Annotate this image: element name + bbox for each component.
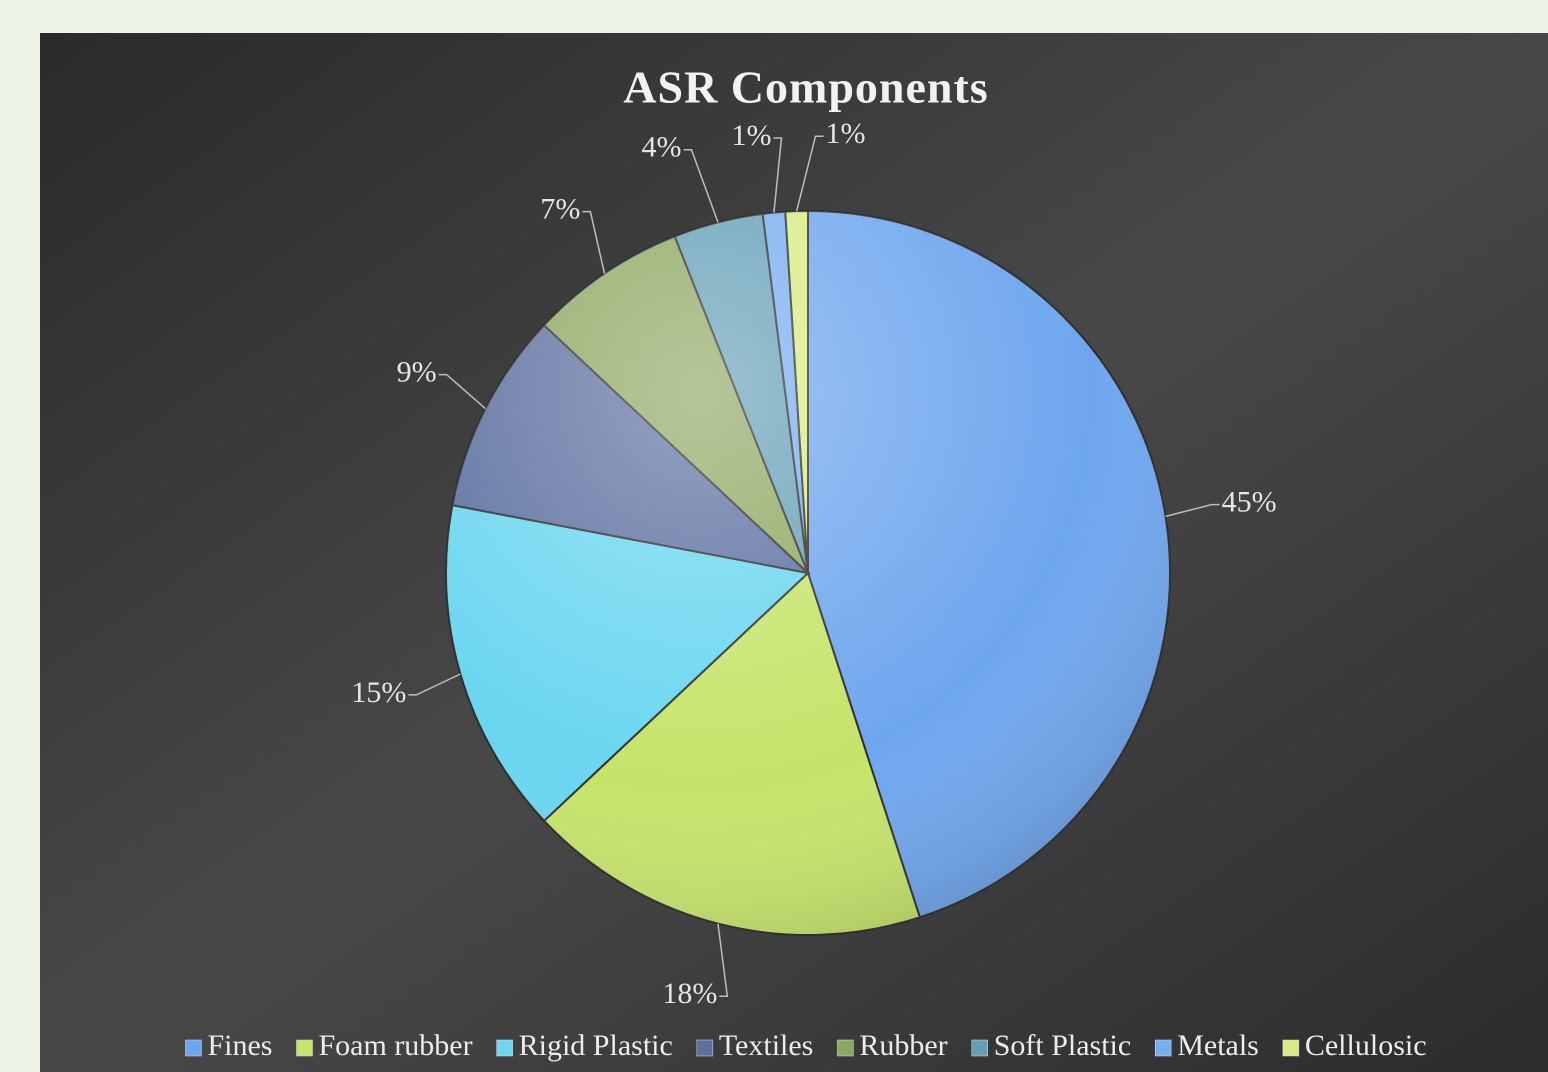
legend-swatch xyxy=(696,1039,714,1057)
leader-line xyxy=(795,135,824,212)
data-label: 7% xyxy=(540,192,580,225)
leader-line xyxy=(717,923,729,998)
legend-swatch xyxy=(496,1039,513,1057)
leader-line xyxy=(773,137,783,213)
leader-line xyxy=(582,210,606,274)
pie xyxy=(445,209,1171,936)
legend: Fines Foam rubber Rigid Plastic Textiles Rub… xyxy=(185,1029,1427,1062)
data-labels: 45% 18% 15% 9% 7% 4% 1% 1% xyxy=(351,117,1276,1010)
data-label: 9% xyxy=(397,355,437,388)
legend-label: Foam rubber xyxy=(318,1029,472,1062)
legend-label: Rigid Plastic xyxy=(519,1029,673,1062)
data-label: 4% xyxy=(641,131,681,164)
legend-label: Rubber xyxy=(859,1029,947,1062)
legend-label: Cellulosic xyxy=(1305,1029,1427,1062)
data-label: 45% xyxy=(1222,486,1277,519)
data-label: 1% xyxy=(825,117,865,150)
data-label: 15% xyxy=(351,676,406,709)
legend-swatch xyxy=(837,1039,854,1057)
legend-swatch xyxy=(1282,1039,1300,1057)
legend-swatch xyxy=(296,1039,313,1057)
legend-label: Metals xyxy=(1177,1029,1259,1062)
legend-swatch xyxy=(185,1039,202,1057)
leader-line xyxy=(408,673,461,696)
data-label: 18% xyxy=(662,977,717,1010)
leader-line xyxy=(1165,503,1220,518)
data-label: 1% xyxy=(731,119,771,152)
legend-label: Fines xyxy=(207,1029,272,1062)
legend-label: Soft Plastic xyxy=(994,1029,1132,1062)
legend-swatch xyxy=(1154,1039,1172,1057)
leader-line xyxy=(683,148,719,223)
chart-title: ASR Components xyxy=(623,62,988,113)
legend-swatch xyxy=(971,1039,988,1057)
leader-line xyxy=(438,373,486,410)
legend-label: Textiles xyxy=(719,1029,814,1062)
